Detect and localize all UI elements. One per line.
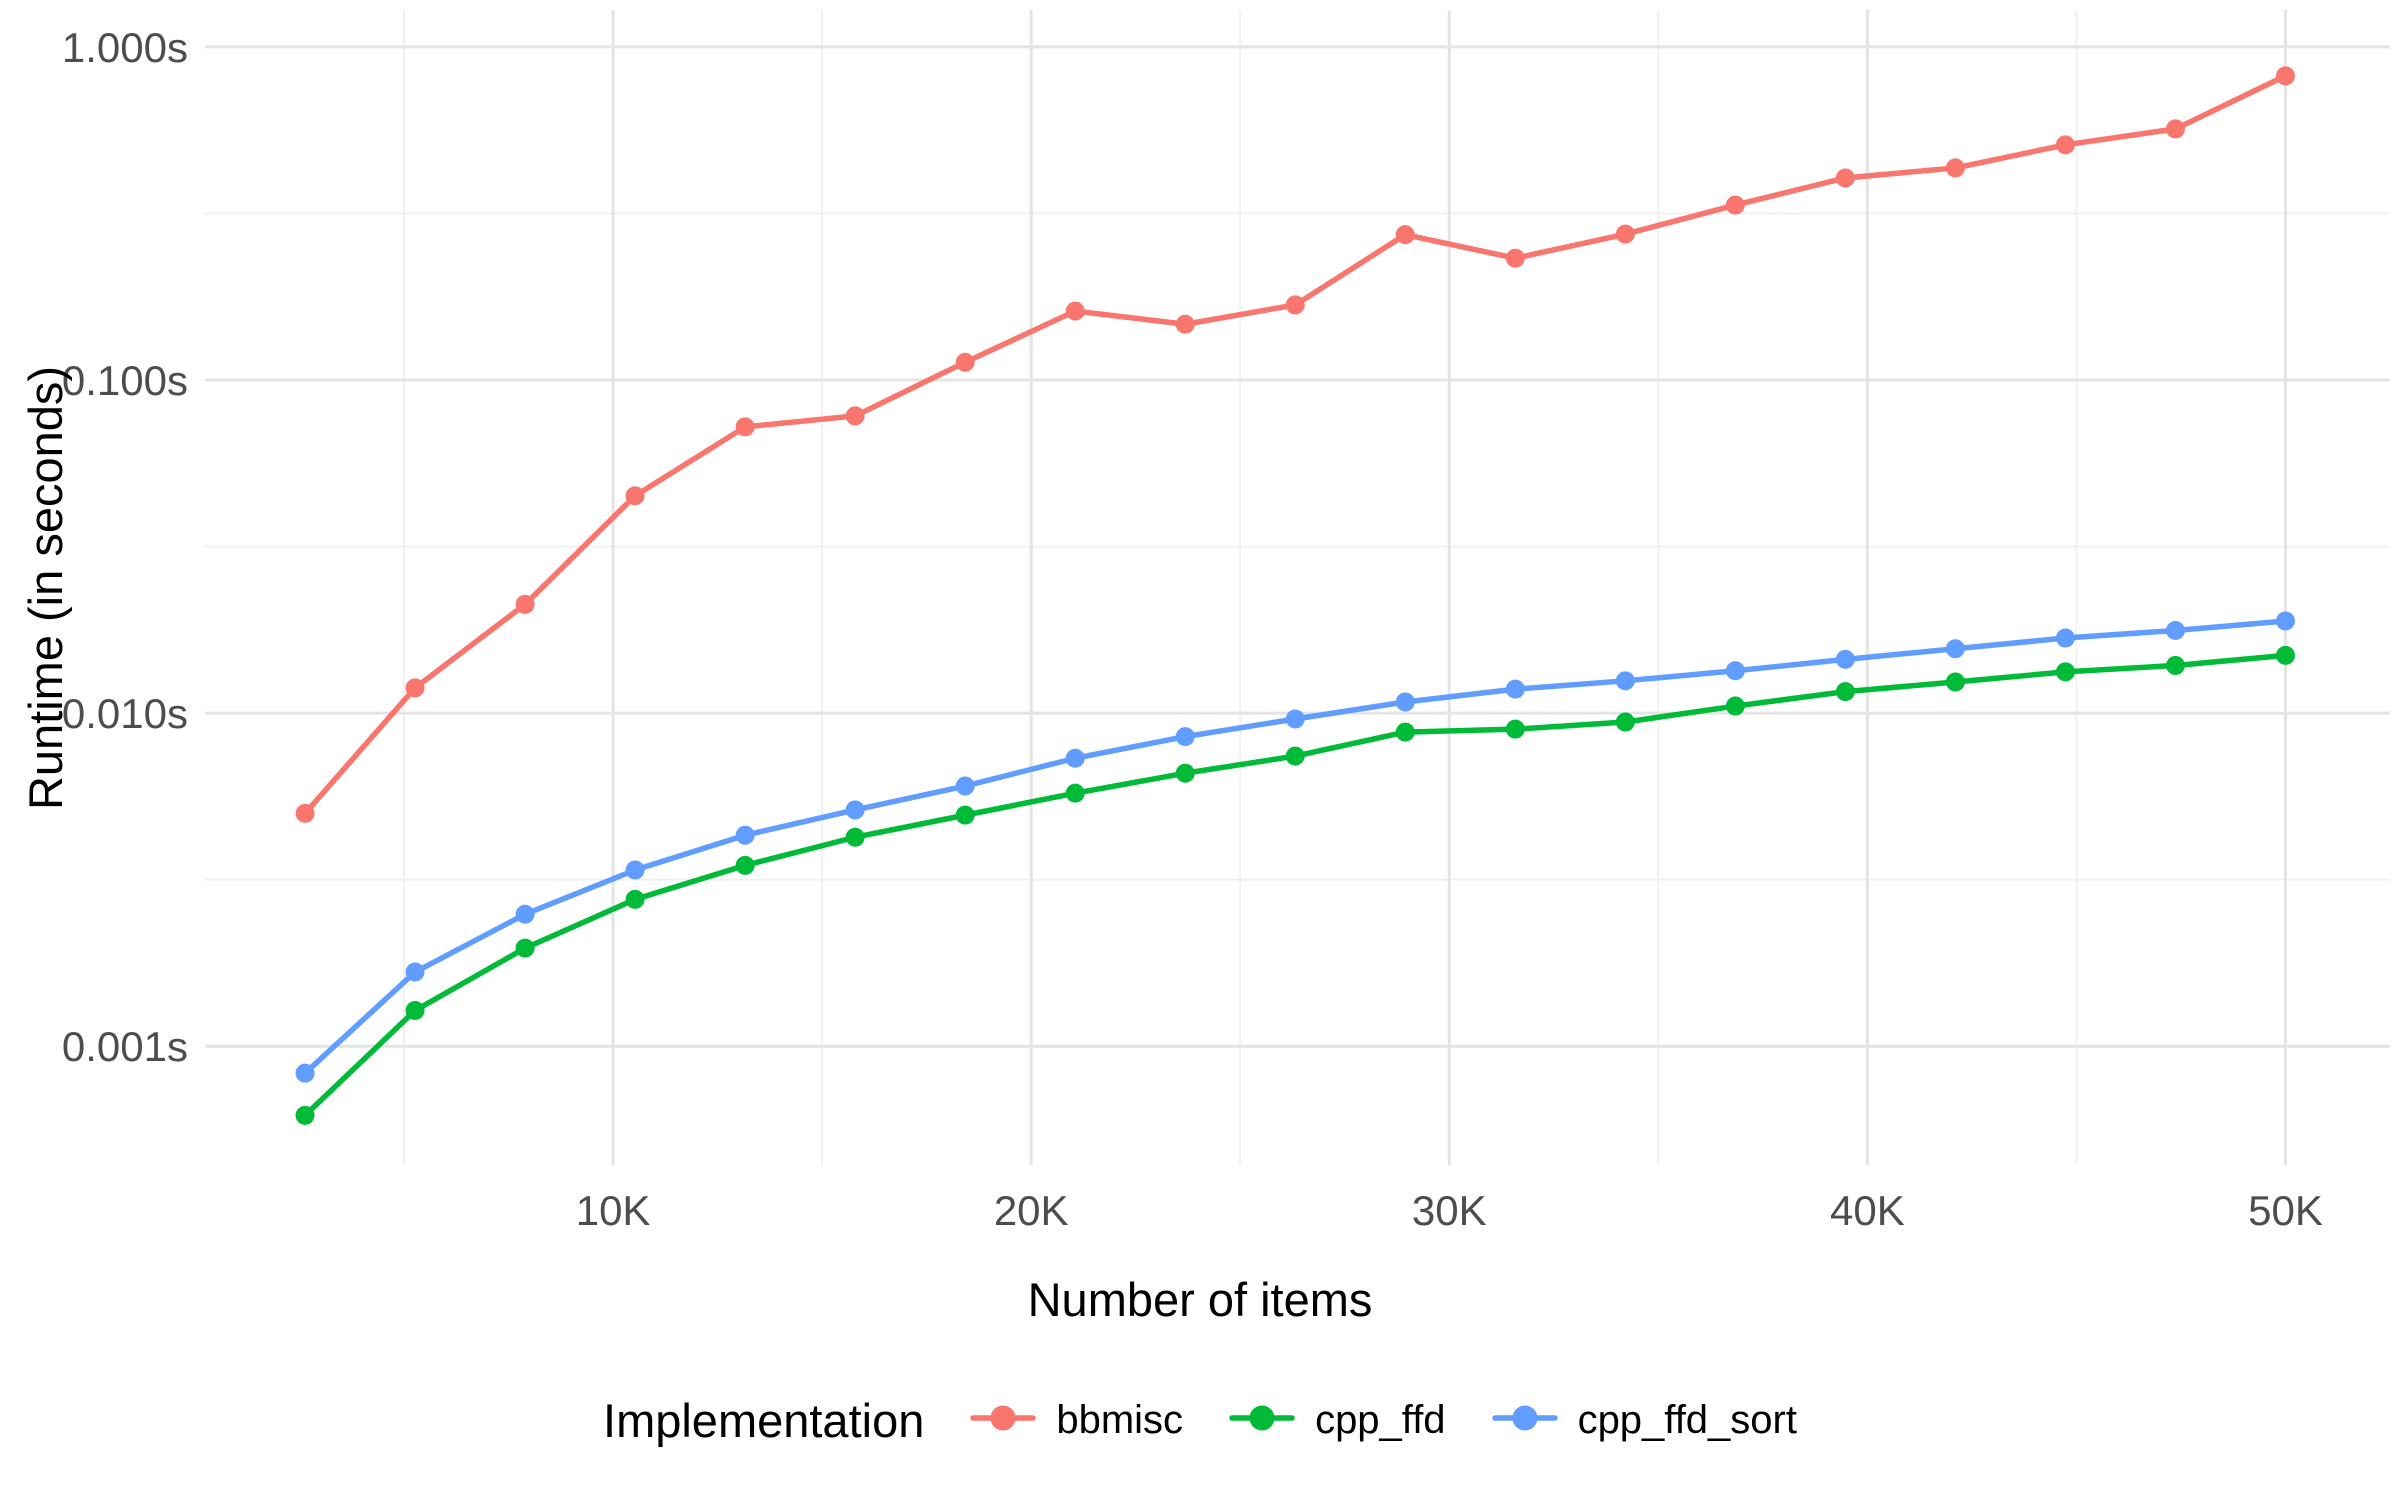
y-tick-label: 0.001s [62, 1023, 188, 1070]
legend-key-icon-bbmisc [970, 1385, 1037, 1456]
legend-item-cpp_ffd: cpp_ffd [1229, 1385, 1446, 1456]
legend-item-bbmisc: bbmisc [970, 1385, 1183, 1456]
data-point-bbmisc [2055, 135, 2075, 155]
data-point-cpp_ffd [955, 805, 975, 825]
data-point-cpp_ffd [1175, 763, 1195, 783]
data-point-bbmisc [2165, 119, 2185, 139]
data-point-cpp_ffd [1725, 696, 1745, 716]
x-axis-title: Number of items [1027, 1273, 1373, 1326]
data-point-cpp_ffd [1065, 783, 1085, 803]
data-point-cpp_ffd [2275, 645, 2295, 665]
data-point-cpp_ffd_sort [1285, 709, 1305, 729]
data-point-cpp_ffd_sort [1725, 661, 1745, 681]
data-point-cpp_ffd_sort [1835, 649, 1855, 669]
data-point-cpp_ffd [2055, 662, 2075, 682]
data-point-cpp_ffd_sort [955, 776, 975, 796]
data-point-cpp_ffd [735, 855, 755, 875]
data-point-cpp_ffd [515, 938, 535, 958]
data-point-bbmisc [2275, 66, 2295, 86]
x-tick-label: 50K [2248, 1187, 2323, 1234]
data-point-bbmisc [1065, 301, 1085, 321]
legend: Implementation bbmisc cpp_ffd cpp_ffd_sort [0, 1385, 2400, 1456]
data-point-bbmisc [735, 417, 755, 437]
legend-title: Implementation [603, 1394, 925, 1447]
x-tick-label: 20K [994, 1187, 1069, 1234]
data-point-cpp_ffd [625, 889, 645, 909]
data-point-cpp_ffd [1285, 746, 1305, 766]
data-point-bbmisc [1835, 168, 1855, 188]
data-point-cpp_ffd_sort [295, 1063, 315, 1083]
data-point-cpp_ffd [1835, 682, 1855, 702]
data-point-bbmisc [955, 352, 975, 372]
data-point-cpp_ffd_sort [1395, 692, 1415, 712]
legend-item-label: bbmisc [1056, 1398, 1184, 1442]
data-point-cpp_ffd [1395, 722, 1415, 742]
data-point-bbmisc [295, 803, 315, 823]
data-point-cpp_ffd_sort [1615, 671, 1635, 691]
data-point-cpp_ffd_sort [735, 825, 755, 845]
data-point-bbmisc [1725, 195, 1745, 215]
data-point-cpp_ffd [2165, 655, 2185, 675]
data-point-cpp_ffd_sort [1505, 679, 1525, 699]
data-point-cpp_ffd_sort [1175, 727, 1195, 747]
data-point-bbmisc [845, 406, 865, 426]
data-point-cpp_ffd_sort [2165, 620, 2185, 640]
data-point-cpp_ffd_sort [625, 860, 645, 880]
data-point-bbmisc [1615, 224, 1635, 244]
data-point-cpp_ffd_sort [1065, 748, 1085, 768]
legend-item-label: cpp_ffd_sort [1577, 1398, 1797, 1442]
y-axis-title: Runtime (in seconds) [19, 365, 72, 811]
data-point-bbmisc [1945, 158, 1965, 178]
series-line-cpp_ffd_sort [302, 618, 2289, 1076]
legend-key-icon-cpp_ffd [1229, 1385, 1295, 1456]
data-point-cpp_ffd [405, 1001, 425, 1021]
legend-key-icon-cpp_ffd_sort [1491, 1385, 1558, 1456]
data-point-cpp_ffd_sort [845, 800, 865, 820]
data-point-bbmisc [405, 678, 425, 698]
data-point-cpp_ffd_sort [405, 962, 425, 982]
data-point-cpp_ffd [295, 1105, 315, 1125]
series-line-bbmisc [302, 73, 2289, 817]
x-tick-label: 30K [1412, 1187, 1487, 1234]
data-point-bbmisc [625, 486, 645, 506]
legend-item-cpp_ffd_sort: cpp_ffd_sort [1491, 1385, 1797, 1456]
data-point-cpp_ffd_sort [2055, 628, 2075, 648]
data-point-cpp_ffd_sort [2275, 611, 2295, 631]
data-point-bbmisc [1395, 225, 1415, 245]
data-point-bbmisc [1175, 314, 1195, 334]
data-point-cpp_ffd [1615, 712, 1635, 732]
x-tick-label: 10K [576, 1187, 651, 1234]
y-tick-label: 0.100s [62, 357, 188, 404]
data-point-cpp_ffd [1945, 672, 1965, 692]
y-tick-label: 1.000s [62, 24, 188, 71]
data-point-bbmisc [1505, 248, 1525, 268]
data-point-cpp_ffd_sort [1945, 639, 1965, 659]
legend-item-label: cpp_ffd [1315, 1398, 1446, 1442]
data-point-bbmisc [1285, 295, 1305, 315]
y-tick-label: 0.010s [62, 690, 188, 737]
data-point-cpp_ffd [1505, 719, 1525, 739]
data-point-cpp_ffd_sort [515, 904, 535, 924]
data-point-bbmisc [515, 594, 535, 614]
data-point-cpp_ffd [845, 827, 865, 847]
x-tick-label: 40K [1830, 1187, 1905, 1234]
